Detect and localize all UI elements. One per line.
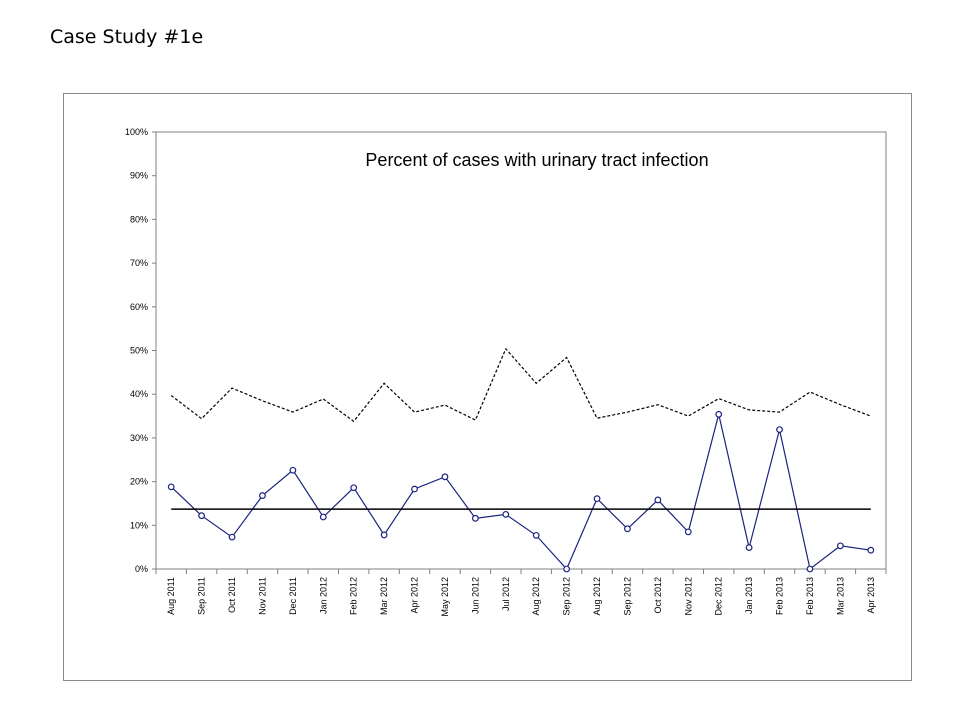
data-point <box>441 473 449 481</box>
x-tick-label: Jan 2013 <box>744 577 754 614</box>
data-point <box>411 485 418 493</box>
x-tick-label: Jan 2012 <box>318 577 328 614</box>
y-tick-label: 60% <box>130 302 148 312</box>
y-tick-label: 70% <box>130 258 148 268</box>
data-point <box>624 525 631 533</box>
chart-frame: 0% 10% 20% 30% 40% 50% 60% 70% 80% 90% 100% Aug 201… <box>63 93 912 681</box>
x-tick-label: Feb 2012 <box>349 577 359 615</box>
series-line <box>170 414 871 571</box>
x-tick-label: Mar 2013 <box>835 577 845 615</box>
x-tick-label: Sep 2011 <box>197 577 207 615</box>
chart-axes: 0% 10% 20% 30% 40% 50% 60% 70% 80% 90% 100% Aug 201… <box>125 127 887 617</box>
data-point <box>502 510 510 518</box>
x-tick-label: Aug 2011 <box>166 577 176 615</box>
data-point <box>380 531 388 539</box>
x-tick-label: Mar 2012 <box>379 577 389 615</box>
x-tick-label: Feb 2013 <box>805 577 815 615</box>
y-tick-label: 10% <box>130 520 148 530</box>
x-tick-label: Apr 2012 <box>410 577 420 614</box>
series-line <box>170 347 872 423</box>
data-point <box>715 410 723 418</box>
x-tick-label: Sep 2012 <box>562 577 572 616</box>
x-tick-label: Dec 2012 <box>714 577 724 616</box>
x-tick-label: Jun 2012 <box>470 577 480 614</box>
data-point <box>836 542 844 550</box>
data-point <box>593 495 601 503</box>
data-point <box>471 514 479 522</box>
y-tick-label: 20% <box>130 477 148 487</box>
x-tick-label: Aug 2012 <box>531 577 541 616</box>
data-point <box>289 466 297 474</box>
x-tick-label: Sep 2012 <box>622 577 632 616</box>
data-point <box>350 484 358 492</box>
y-tick-label: 40% <box>130 389 148 399</box>
slide-title: Case Study #1e <box>50 26 204 48</box>
data-point <box>198 512 206 520</box>
chart-svg: 0% 10% 20% 30% 40% 50% 60% 70% 80% 90% 100% Aug 201… <box>125 127 887 617</box>
data-point <box>532 531 540 539</box>
y-tick-label: 30% <box>130 433 148 443</box>
x-tick-label: Aug 2012 <box>592 577 602 616</box>
data-point <box>563 565 571 573</box>
x-tick-label: Nov 2011 <box>257 577 267 615</box>
data-point <box>167 483 175 491</box>
x-tick-label: Oct 2012 <box>653 577 663 614</box>
y-tick-label: 90% <box>130 171 148 181</box>
plot-area <box>155 131 887 570</box>
x-tick-label: May 2012 <box>440 577 450 617</box>
x-tick-label: Dec 2011 <box>288 577 298 615</box>
data-point <box>745 544 753 551</box>
data-point <box>684 528 692 536</box>
data-point <box>776 426 783 433</box>
data-point <box>259 492 266 499</box>
x-tick-label: Oct 2011 <box>227 577 237 613</box>
data-point <box>319 513 327 521</box>
y-tick-label: 0% <box>135 564 148 574</box>
x-tick-label: Apr 2013 <box>866 577 876 614</box>
y-tick-label: 80% <box>130 214 148 224</box>
x-tick-label: Nov 2012 <box>683 577 693 616</box>
data-point <box>867 546 875 554</box>
x-tick-label: Jul 2012 <box>501 577 511 611</box>
chart-series <box>167 347 875 573</box>
y-tick-label: 100% <box>125 127 148 137</box>
data-point <box>654 496 662 504</box>
data-point <box>806 565 814 573</box>
x-tick-label: Feb 2013 <box>775 577 785 615</box>
data-point <box>228 533 236 541</box>
y-tick-label: 50% <box>130 346 148 356</box>
chart-title: Percent of cases with urinary tract infe… <box>365 150 708 170</box>
